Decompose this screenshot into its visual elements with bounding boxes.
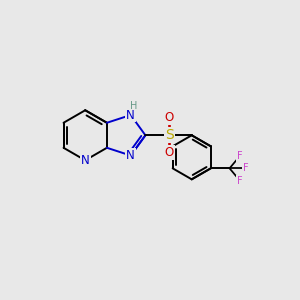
Text: F: F [237,151,243,161]
Text: O: O [165,146,174,159]
Text: S: S [165,128,174,142]
Text: O: O [165,111,174,124]
Text: H: H [130,101,138,111]
Text: N: N [126,149,135,162]
Text: F: F [243,163,249,173]
Text: N: N [126,109,135,122]
Text: F: F [237,176,243,186]
Text: N: N [81,154,90,167]
